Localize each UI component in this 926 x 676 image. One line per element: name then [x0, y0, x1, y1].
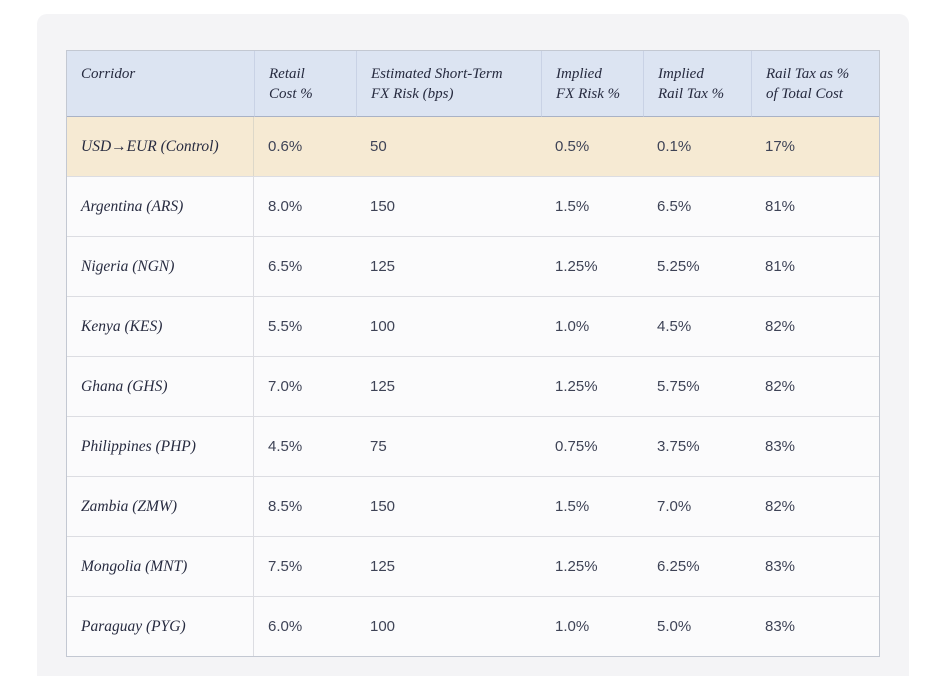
cell-implied-rail-tax: 6.5%: [643, 176, 751, 236]
header-line: Estimated Short-Term: [371, 66, 503, 82]
cell-rail-tax-share: 81%: [751, 176, 879, 236]
cell-fx-risk-bps: 125: [356, 536, 541, 596]
cell-retail-cost: 7.5%: [254, 536, 356, 596]
corridor-cost-table: Corridor Retail Cost % Estimated Short-T…: [66, 50, 880, 657]
cell-rail-tax-share: 82%: [751, 296, 879, 356]
cell-implied-rail-tax: 6.25%: [643, 536, 751, 596]
cell-implied-fx-risk: 1.25%: [541, 356, 643, 416]
cell-implied-rail-tax: 5.0%: [643, 596, 751, 656]
cell-implied-rail-tax: 4.5%: [643, 296, 751, 356]
cell-fx-risk-bps: 100: [356, 596, 541, 656]
cell-fx-risk-bps: 50: [356, 117, 541, 176]
cell-fx-risk-bps: 150: [356, 176, 541, 236]
cell-implied-fx-risk: 0.5%: [541, 117, 643, 176]
header-line: Implied: [556, 66, 602, 82]
table-body: USD→EUR (Control) 0.6% 50 0.5% 0.1% 17% …: [67, 117, 879, 656]
header-line: Corridor: [81, 66, 136, 82]
cell-corridor: Ghana (GHS): [67, 356, 254, 416]
cell-implied-fx-risk: 1.0%: [541, 296, 643, 356]
cell-fx-risk-bps: 100: [356, 296, 541, 356]
header-line: Retail: [269, 66, 305, 82]
col-header-implied-rail-tax: Implied Rail Tax %: [643, 51, 751, 117]
cell-corridor: Kenya (KES): [67, 296, 254, 356]
cell-corridor: Mongolia (MNT): [67, 536, 254, 596]
col-header-rail-tax-share: Rail Tax as % of Total Cost: [751, 51, 879, 117]
cell-corridor: Philippines (PHP): [67, 416, 254, 476]
cell-implied-rail-tax: 5.25%: [643, 236, 751, 296]
cell-implied-rail-tax: 3.75%: [643, 416, 751, 476]
cell-corridor: Zambia (ZMW): [67, 476, 254, 536]
table-row-control: USD→EUR (Control) 0.6% 50 0.5% 0.1% 17%: [67, 117, 879, 176]
cell-corridor: Nigeria (NGN): [67, 236, 254, 296]
cell-implied-fx-risk: 1.5%: [541, 176, 643, 236]
header-line: of Total Cost: [766, 86, 843, 102]
table-row: Zambia (ZMW) 8.5% 150 1.5% 7.0% 82%: [67, 476, 879, 536]
cell-corridor: Paraguay (PYG): [67, 596, 254, 656]
cell-implied-fx-risk: 1.5%: [541, 476, 643, 536]
cell-fx-risk-bps: 75: [356, 416, 541, 476]
cell-implied-rail-tax: 0.1%: [643, 117, 751, 176]
cell-implied-fx-risk: 0.75%: [541, 416, 643, 476]
cell-rail-tax-share: 83%: [751, 536, 879, 596]
table-row: Kenya (KES) 5.5% 100 1.0% 4.5% 82%: [67, 296, 879, 356]
header-line: Implied: [658, 66, 704, 82]
cell-rail-tax-share: 17%: [751, 117, 879, 176]
table-row: Paraguay (PYG) 6.0% 100 1.0% 5.0% 83%: [67, 596, 879, 656]
table-row: Ghana (GHS) 7.0% 125 1.25% 5.75% 82%: [67, 356, 879, 416]
header-line: Cost %: [269, 86, 313, 102]
cell-corridor: USD→EUR (Control): [67, 117, 254, 176]
table-row: Argentina (ARS) 8.0% 150 1.5% 6.5% 81%: [67, 176, 879, 236]
table-row: Nigeria (NGN) 6.5% 125 1.25% 5.25% 81%: [67, 236, 879, 296]
cell-implied-fx-risk: 1.25%: [541, 536, 643, 596]
cell-retail-cost: 6.5%: [254, 236, 356, 296]
cell-implied-fx-risk: 1.0%: [541, 596, 643, 656]
cell-retail-cost: 5.5%: [254, 296, 356, 356]
cell-retail-cost: 8.5%: [254, 476, 356, 536]
cell-implied-rail-tax: 5.75%: [643, 356, 751, 416]
cell-fx-risk-bps: 125: [356, 356, 541, 416]
header-line: Rail Tax as %: [766, 66, 850, 82]
table-row: Mongolia (MNT) 7.5% 125 1.25% 6.25% 83%: [67, 536, 879, 596]
cell-retail-cost: 0.6%: [254, 117, 356, 176]
col-header-implied-fx-risk: Implied FX Risk %: [541, 51, 643, 117]
col-header-corridor: Corridor: [67, 51, 254, 117]
cell-rail-tax-share: 81%: [751, 236, 879, 296]
cell-retail-cost: 8.0%: [254, 176, 356, 236]
cell-rail-tax-share: 82%: [751, 356, 879, 416]
cell-retail-cost: 4.5%: [254, 416, 356, 476]
cell-fx-risk-bps: 150: [356, 476, 541, 536]
cell-rail-tax-share: 82%: [751, 476, 879, 536]
cell-implied-rail-tax: 7.0%: [643, 476, 751, 536]
cell-rail-tax-share: 83%: [751, 596, 879, 656]
col-header-retail-cost: Retail Cost %: [254, 51, 356, 117]
cell-retail-cost: 7.0%: [254, 356, 356, 416]
header-row: Corridor Retail Cost % Estimated Short-T…: [67, 51, 879, 117]
cell-retail-cost: 6.0%: [254, 596, 356, 656]
header-line: Rail Tax %: [658, 86, 725, 102]
table-header: Corridor Retail Cost % Estimated Short-T…: [67, 51, 879, 117]
header-line: FX Risk %: [556, 86, 621, 102]
cell-corridor: Argentina (ARS): [67, 176, 254, 236]
header-line: FX Risk (bps): [371, 86, 454, 102]
cell-fx-risk-bps: 125: [356, 236, 541, 296]
table-row: Philippines (PHP) 4.5% 75 0.75% 3.75% 83…: [67, 416, 879, 476]
cell-implied-fx-risk: 1.25%: [541, 236, 643, 296]
col-header-fx-risk-bps: Estimated Short-Term FX Risk (bps): [356, 51, 541, 117]
cell-rail-tax-share: 83%: [751, 416, 879, 476]
